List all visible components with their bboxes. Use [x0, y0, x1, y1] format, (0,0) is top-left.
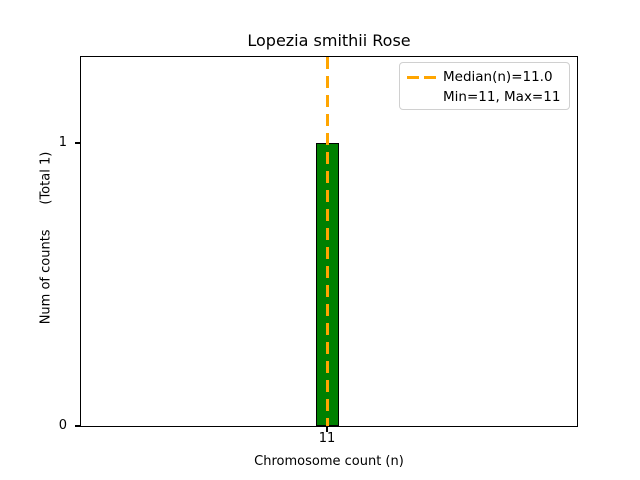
y-tick-label-1: 1	[58, 135, 67, 150]
median-dash-icon	[407, 75, 436, 79]
x-axis-label: Chromosome count (n)	[254, 454, 404, 469]
median-line	[326, 57, 329, 426]
x-tick-label-11: 11	[318, 431, 336, 446]
legend-label-minmax: Min=11, Max=11	[443, 89, 561, 105]
plot-area: Median(n)=11.0 Min=11, Max=11	[80, 56, 578, 427]
chart-title: Lopezia smithii Rose	[247, 31, 411, 50]
y-tick-mark-1	[75, 142, 80, 144]
legend-entry-minmax: Min=11, Max=11	[407, 87, 561, 107]
legend-label-median: Median(n)=11.0	[443, 69, 553, 85]
legend-entry-median: Median(n)=11.0	[407, 67, 561, 87]
x-tick-mark-11	[326, 427, 328, 432]
y-tick-label-0: 0	[58, 418, 67, 433]
y-tick-mark-0	[75, 425, 80, 427]
y-axis-label: Num of counts (Total 1)	[38, 151, 54, 325]
legend: Median(n)=11.0 Min=11, Max=11	[399, 62, 570, 110]
